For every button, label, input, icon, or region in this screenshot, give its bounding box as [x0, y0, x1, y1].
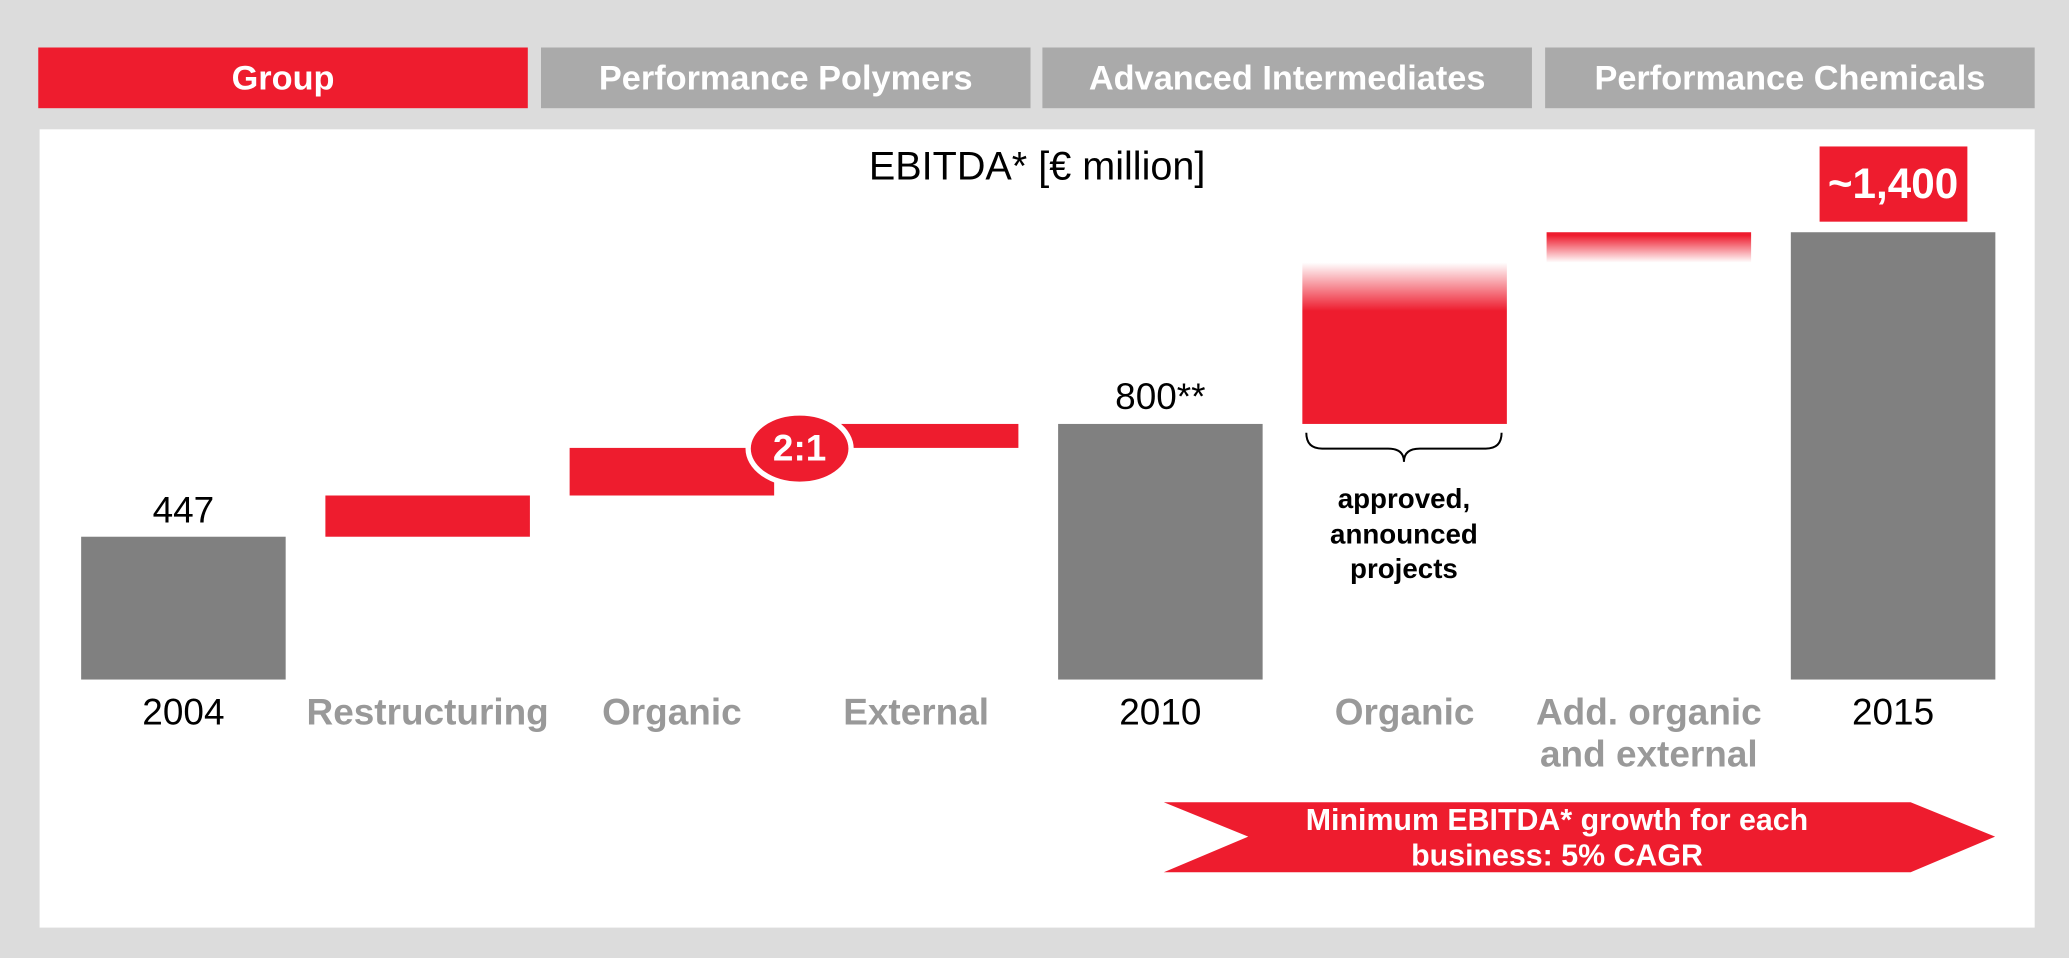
total-bar: [1790, 232, 1996, 680]
tab[interactable]: Group: [38, 47, 528, 109]
category-label: Add. organic and external: [1535, 691, 1762, 775]
delta-bar: [1546, 232, 1752, 263]
tab[interactable]: Advanced Intermediates: [1042, 47, 1532, 109]
ratio-badge: [745, 410, 854, 487]
category-label: Organic: [1334, 691, 1475, 733]
arrow-note: Minimum EBITDA* growth for each business…: [1305, 802, 1809, 872]
tab[interactable]: Performance Polymers: [540, 47, 1031, 109]
ratio-label: 2:1: [772, 427, 827, 469]
category-label: Organic: [602, 691, 742, 733]
category-label: 2010: [1119, 691, 1202, 733]
delta-bar: [325, 495, 530, 537]
tab[interactable]: Performance Chemicals: [1545, 47, 2035, 109]
category-label: 2015: [1851, 691, 1935, 733]
value-label-box: ~1,400: [1819, 146, 1967, 222]
category-label: Restructuring: [306, 691, 549, 733]
brace-note: approved, announced projects: [1330, 484, 1478, 585]
chart-title: EBITDA* [€ million]: [868, 145, 1206, 189]
category-label: External: [843, 691, 990, 733]
brace: [1305, 432, 1503, 462]
delta-bar: [569, 447, 775, 496]
value-label: 800**: [1115, 376, 1206, 418]
growth-arrow: [1163, 802, 1996, 873]
total-bar: [1058, 423, 1263, 680]
value-label: 447: [152, 489, 215, 531]
total-bar: [81, 536, 286, 680]
delta-bar: [1302, 262, 1507, 424]
delta-bar: [813, 423, 1019, 448]
category-label: 2004: [142, 691, 225, 733]
